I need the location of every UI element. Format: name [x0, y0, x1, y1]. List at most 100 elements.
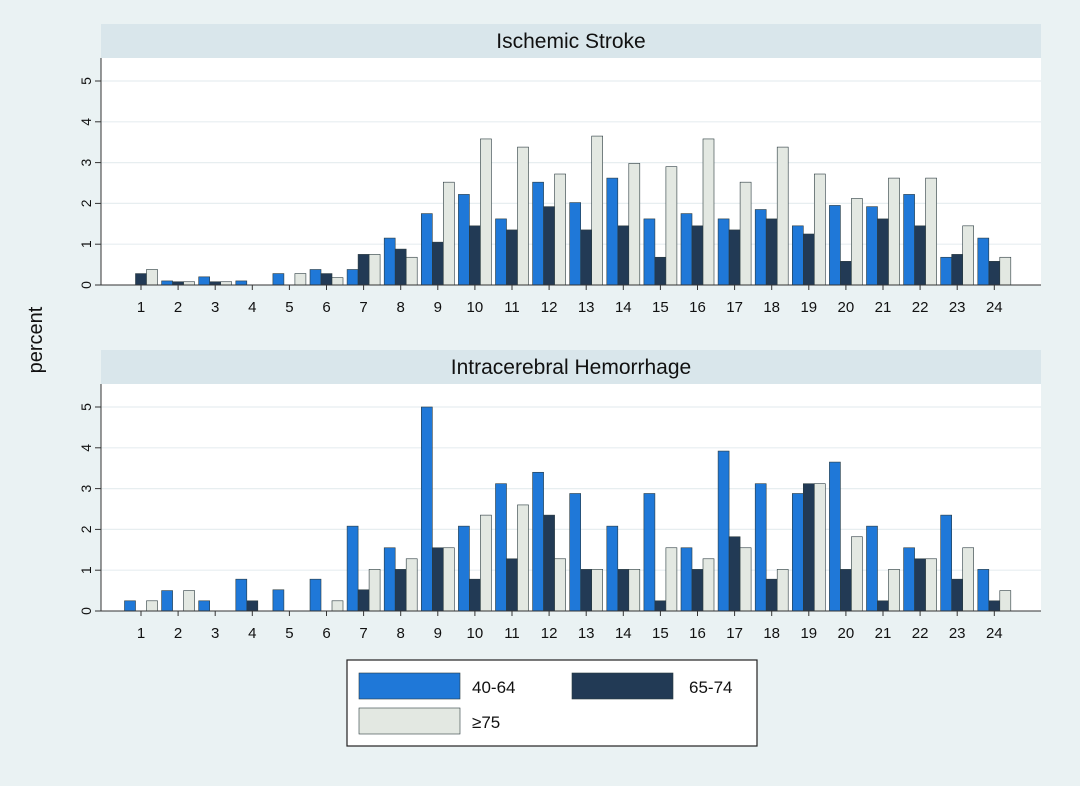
y-tick-label: 5: [78, 403, 94, 411]
y-tick-label: 3: [78, 484, 94, 492]
x-tick-label: 1: [137, 625, 145, 642]
bar-ischemic-stroke-4064-hour-21: [866, 206, 878, 286]
bar-intracerebral-hemorrhage-6574-hour-12: [543, 514, 555, 612]
x-tick-label: 1: [137, 299, 145, 316]
x-tick-label: 21: [875, 299, 892, 316]
x-tick-label: 9: [434, 299, 442, 316]
x-tick-label: 6: [322, 299, 330, 316]
bar-ischemic-stroke-6574-hour-23: [951, 254, 964, 286]
x-tick-label: 12: [541, 625, 558, 642]
bars-intracerebral-hemorrhage: [124, 406, 1012, 612]
bar-intracerebral-hemorrhage-4064-hour-19: [791, 493, 804, 612]
bar-ischemic-stroke-75-hour-21: [888, 177, 900, 286]
bar-intracerebral-hemorrhage-6574-hour-7: [357, 589, 370, 612]
x-tick-label: 14: [615, 299, 632, 316]
bar-intracerebral-hemorrhage-75-hour-24: [999, 590, 1012, 612]
x-tick-label: 20: [838, 625, 855, 642]
bar-ischemic-stroke-6574-hour-16: [691, 225, 704, 286]
bar-ischemic-stroke-75-hour-16: [702, 138, 715, 286]
x-tick-label: 21: [875, 625, 892, 642]
bar-ischemic-stroke-75-hour-1: [146, 269, 158, 286]
bar-ischemic-stroke-4064-hour-22: [903, 194, 915, 286]
y-tick-label: 0: [78, 607, 94, 615]
x-tick-label: 18: [763, 299, 780, 316]
x-tick-label: 2: [174, 299, 182, 316]
bar-intracerebral-hemorrhage-75-hour-18: [776, 569, 789, 612]
bar-ischemic-stroke-4064-hour-7: [346, 269, 359, 286]
bar-ischemic-stroke-6574-hour-22: [914, 225, 926, 286]
bar-intracerebral-hemorrhage-75-hour-1: [146, 600, 158, 612]
bar-intracerebral-hemorrhage-4064-hour-11: [495, 483, 507, 612]
bar-ischemic-stroke-6574-hour-15: [654, 256, 667, 286]
bar-ischemic-stroke-75-hour-13: [591, 135, 604, 286]
legend-swatch-65-74: [571, 672, 674, 700]
bar-ischemic-stroke-4064-hour-19: [791, 225, 804, 286]
bar-intracerebral-hemorrhage-75-hour-16: [702, 558, 715, 612]
bar-ischemic-stroke-6574-hour-14: [617, 225, 630, 286]
x-tick-label: 24: [986, 299, 1003, 316]
bar-ischemic-stroke-75-hour-6: [331, 277, 344, 286]
panel-title-intracerebral-hemorrhage: Intracerebral Hemorrhage: [451, 356, 691, 379]
bar-intracerebral-hemorrhage-75-hour-12: [554, 558, 566, 612]
bar-ischemic-stroke-4064-hour-20: [829, 205, 841, 286]
bar-ischemic-stroke-4064-hour-10: [458, 194, 470, 286]
x-tick-label: 8: [397, 625, 405, 642]
bar-intracerebral-hemorrhage-4064-hour-22: [903, 547, 915, 612]
bar-ischemic-stroke-4064-hour-16: [680, 213, 693, 286]
bar-ischemic-stroke-6574-hour-7: [357, 254, 370, 286]
x-tick-label: 13: [578, 299, 595, 316]
bar-ischemic-stroke-6574-hour-21: [877, 218, 889, 286]
x-tick-label: 4: [248, 299, 256, 316]
x-tick-label: 10: [467, 299, 484, 316]
bar-intracerebral-hemorrhage-4064-hour-23: [940, 514, 953, 612]
bar-intracerebral-hemorrhage-4064-hour-14: [606, 525, 619, 612]
legend-label-75-plus: ≥75: [472, 713, 500, 732]
bar-intracerebral-hemorrhage-4064-hour-8: [383, 547, 396, 612]
bar-ischemic-stroke-6574-hour-13: [580, 229, 593, 286]
y-tick-label: 1: [78, 240, 94, 248]
bar-ischemic-stroke-6574-hour-1: [135, 273, 147, 286]
bar-intracerebral-hemorrhage-75-hour-9: [442, 547, 455, 612]
x-tick-label: 14: [615, 625, 632, 642]
x-tick-label: 19: [800, 299, 817, 316]
bar-ischemic-stroke-75-hour-5: [294, 273, 307, 286]
bar-ischemic-stroke-4064-hour-4: [235, 280, 248, 286]
panel-strip-intracerebral-hemorrhage: [101, 350, 1041, 384]
bar-ischemic-stroke-6574-hour-10: [469, 225, 481, 286]
bar-ischemic-stroke-75-hour-22: [925, 177, 937, 286]
bar-intracerebral-hemorrhage-6574-hour-24: [988, 600, 1001, 612]
x-tick-label: 23: [949, 299, 966, 316]
bar-intracerebral-hemorrhage-4064-hour-12: [532, 471, 544, 612]
bar-intracerebral-hemorrhage-75-hour-6: [331, 600, 344, 612]
bar-intracerebral-hemorrhage-75-hour-13: [591, 569, 604, 612]
bar-ischemic-stroke-6574-hour-11: [506, 229, 518, 286]
bar-ischemic-stroke-75-hour-10: [480, 138, 492, 286]
bar-ischemic-stroke-4064-hour-3: [198, 276, 210, 286]
bar-ischemic-stroke-75-hour-17: [739, 181, 752, 286]
y-tick-label: 2: [78, 525, 94, 533]
x-tick-label: 8: [397, 299, 405, 316]
bar-intracerebral-hemorrhage-6574-hour-20: [840, 569, 852, 612]
bar-intracerebral-hemorrhage-6574-hour-19: [802, 483, 815, 612]
bar-ischemic-stroke-6574-hour-6: [320, 273, 333, 286]
bar-intracerebral-hemorrhage-4064-hour-21: [866, 525, 878, 612]
x-tick-label: 9: [434, 625, 442, 642]
bar-intracerebral-hemorrhage-6574-hour-13: [580, 569, 593, 612]
x-tick-label: 15: [652, 625, 669, 642]
bar-intracerebral-hemorrhage-4064-hour-9: [420, 406, 433, 612]
x-tick-label: 16: [689, 299, 706, 316]
panel-title-ischemic-stroke: Ischemic Stroke: [496, 30, 645, 53]
x-tick-label: 17: [726, 299, 743, 316]
bar-ischemic-stroke-75-hour-23: [962, 225, 975, 286]
bar-ischemic-stroke-75-hour-8: [405, 256, 418, 286]
x-tick-label: 2: [174, 625, 182, 642]
bar-intracerebral-hemorrhage-75-hour-8: [405, 558, 418, 612]
bar-intracerebral-hemorrhage-75-hour-20: [851, 536, 863, 612]
bar-intracerebral-hemorrhage-4064-hour-13: [569, 493, 582, 612]
bar-ischemic-stroke-75-hour-9: [442, 181, 455, 286]
x-tick-label: 5: [285, 625, 293, 642]
bar-intracerebral-hemorrhage-6574-hour-9: [431, 547, 444, 612]
bar-ischemic-stroke-4064-hour-18: [754, 209, 767, 286]
